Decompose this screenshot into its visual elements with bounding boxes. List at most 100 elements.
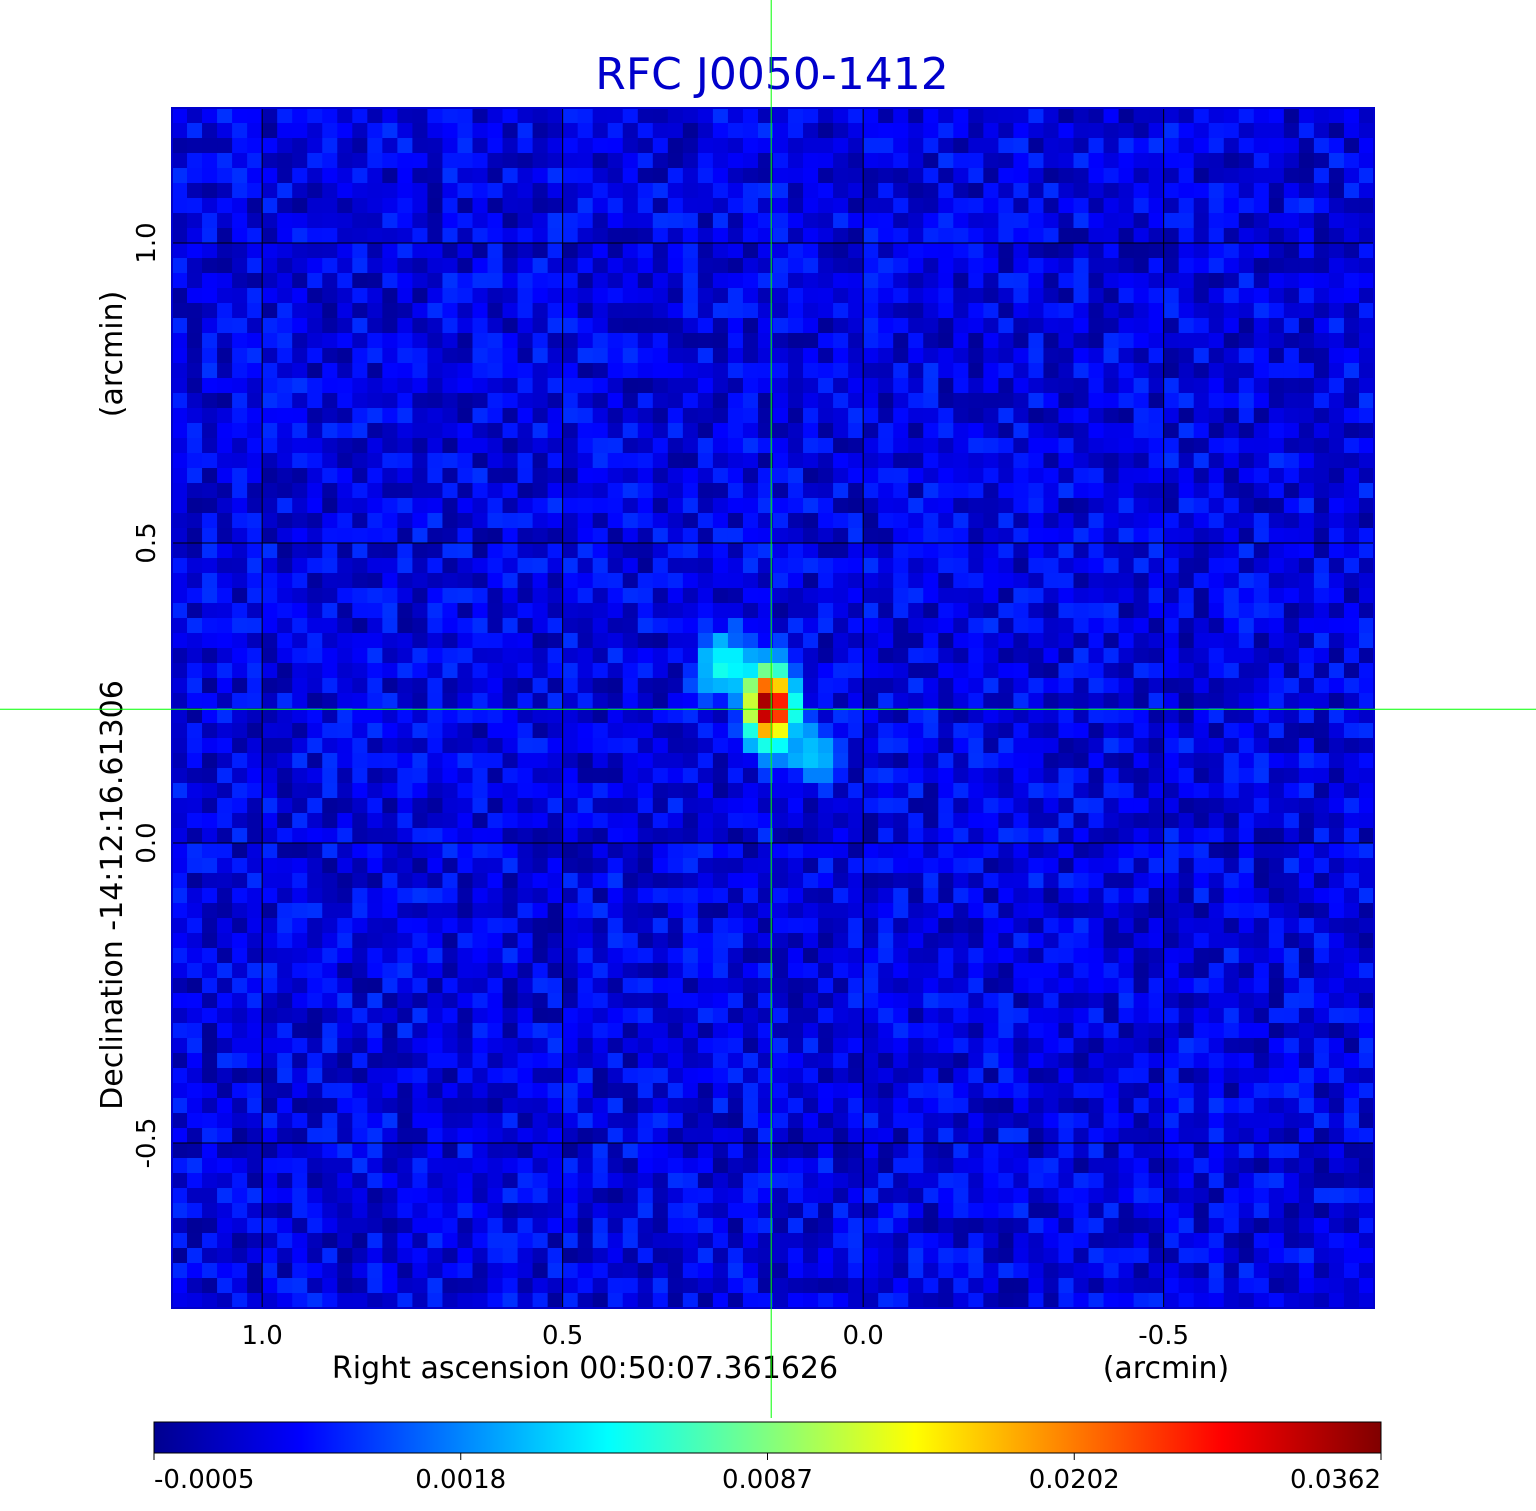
map-pixel [1328, 588, 1345, 604]
map-pixel [682, 633, 699, 649]
map-pixel [247, 558, 263, 574]
map-pixel [1283, 843, 1300, 859]
map-pixel [1103, 483, 1120, 499]
map-pixel [1118, 108, 1135, 124]
map-pixel [472, 1008, 489, 1024]
map-pixel [938, 333, 954, 349]
map-pixel [592, 1038, 609, 1054]
map-pixel [1238, 423, 1255, 439]
map-pixel [938, 1008, 954, 1024]
map-pixel [412, 498, 429, 514]
map-pixel [682, 588, 699, 604]
map-pixel [1058, 948, 1075, 964]
map-pixel [757, 153, 774, 169]
map-pixel [532, 993, 549, 1009]
map-pixel [652, 963, 669, 979]
map-pixel [502, 768, 519, 784]
map-pixel [667, 108, 684, 124]
map-pixel [983, 648, 999, 664]
map-pixel [577, 678, 594, 694]
map-pixel [682, 123, 699, 139]
map-pixel [1118, 303, 1135, 319]
map-pixel [1103, 648, 1120, 664]
map-pixel [757, 138, 774, 154]
map-pixel [277, 678, 293, 694]
map-pixel [442, 273, 459, 289]
map-pixel [247, 528, 263, 544]
map-pixel [1343, 408, 1360, 424]
map-pixel [532, 678, 549, 694]
map-pixel [1358, 243, 1375, 259]
map-pixel [397, 738, 414, 754]
map-pixel [202, 978, 218, 994]
map-pixel [682, 738, 699, 754]
map-pixel [1178, 438, 1195, 454]
map-pixel [968, 633, 984, 649]
map-pixel [367, 348, 383, 364]
map-pixel [893, 108, 909, 124]
map-pixel [382, 738, 398, 754]
map-pixel [322, 993, 338, 1009]
map-pixel [1208, 453, 1225, 469]
map-pixel [457, 978, 474, 994]
map-pixel [247, 378, 263, 394]
map-pixel [773, 993, 789, 1009]
map-pixel [908, 198, 924, 214]
map-pixel [1073, 168, 1090, 184]
map-pixel [262, 333, 278, 349]
map-pixel [427, 768, 444, 784]
map-pixel [577, 288, 594, 304]
map-pixel [352, 678, 368, 694]
map-pixel [367, 318, 383, 334]
map-pixel [307, 453, 323, 469]
map-pixel [502, 678, 519, 694]
map-pixel [1178, 378, 1195, 394]
map-pixel [998, 873, 1015, 889]
map-pixel [773, 603, 789, 619]
map-pixel [1043, 828, 1060, 844]
map-pixel [472, 243, 489, 259]
map-pixel [487, 933, 504, 949]
map-pixel [577, 963, 594, 979]
map-pixel [1343, 948, 1360, 964]
map-pixel [1013, 723, 1030, 739]
map-pixel [953, 303, 969, 319]
map-pixel [697, 258, 714, 274]
map-pixel [172, 363, 188, 379]
map-pixel [517, 933, 534, 949]
map-pixel [697, 378, 714, 394]
map-pixel [1223, 183, 1240, 199]
map-pixel [923, 633, 939, 649]
map-pixel [1253, 228, 1270, 244]
map-pixel [1178, 723, 1195, 739]
map-pixel [667, 708, 684, 724]
map-pixel [352, 828, 368, 844]
map-pixel [547, 288, 564, 304]
map-pixel [1043, 198, 1060, 214]
map-pixel [1103, 603, 1120, 619]
map-pixel [367, 363, 383, 379]
map-pixel [502, 303, 519, 319]
map-pixel [1073, 138, 1090, 154]
map-pixel [412, 648, 429, 664]
map-pixel [487, 228, 504, 244]
map-pixel [803, 423, 819, 439]
map-pixel [1268, 543, 1285, 559]
map-pixel [1253, 558, 1270, 574]
map-pixel [247, 903, 263, 919]
map-pixel [788, 258, 804, 274]
map-pixel [547, 243, 564, 259]
map-pixel [397, 708, 414, 724]
map-pixel [968, 228, 984, 244]
map-pixel [968, 438, 984, 454]
map-pixel [1148, 258, 1165, 274]
map-pixel [442, 183, 459, 199]
map-pixel [487, 573, 504, 589]
map-pixel [1133, 303, 1150, 319]
map-pixel [427, 438, 444, 454]
map-pixel [968, 333, 984, 349]
map-pixel [863, 873, 879, 889]
map-pixel [1088, 123, 1105, 139]
map-pixel [1313, 363, 1330, 379]
map-pixel [337, 138, 353, 154]
